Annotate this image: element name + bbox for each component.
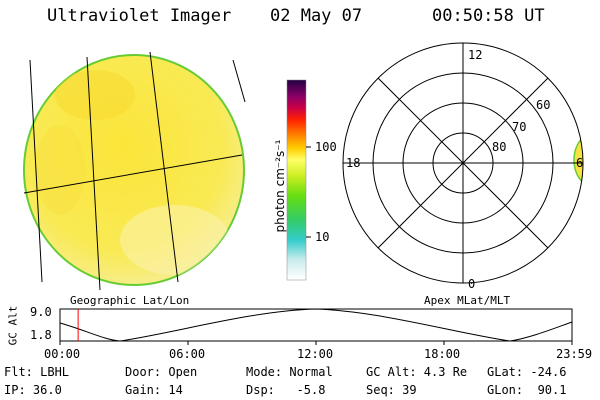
altitude-ticks — [59, 341, 573, 345]
mlt-label-6: 6 — [576, 156, 584, 170]
altitude-axis-label: GC Alt — [6, 305, 20, 346]
disk-texture — [35, 70, 230, 275]
date-label: 02 May 07 — [270, 6, 363, 26]
altitude-tick-9: 9.0 — [30, 305, 52, 319]
time-tick-0000: 00:00 — [44, 347, 81, 361]
time-tick-1800: 18:00 — [424, 347, 461, 361]
status-door: Door: Open — [125, 365, 198, 379]
status-dsp: Dsp: -5.8 — [246, 383, 326, 397]
colorbar-tick-10: 10 — [315, 230, 330, 244]
status-ip: IP: 36.0 — [4, 383, 62, 397]
mlt-label-12: 12 — [468, 48, 483, 62]
apex-panel-label: Apex MLat/MLT — [424, 294, 511, 307]
status-mode: Mode: Normal — [246, 365, 333, 379]
polar-image-sliver — [573, 131, 583, 189]
colorbar — [286, 79, 307, 281]
instrument-title: Ultraviolet Imager — [47, 6, 232, 26]
colorbar-tick-100: 100 — [315, 140, 337, 154]
status-seq: Seq: 39 — [366, 383, 417, 397]
geographic-image — [23, 51, 246, 291]
altitude-tick-1-8: 1.8 — [30, 328, 52, 342]
status-gain: Gain: 14 — [125, 383, 183, 397]
time-label: 00:50:58 UT — [432, 6, 545, 26]
polar-plot — [342, 42, 584, 284]
mlt-label-0: 0 — [468, 277, 476, 291]
time-tick-0600: 06:00 — [169, 347, 206, 361]
status-gc-alt: GC Alt: 4.3 Re — [366, 365, 468, 379]
colorbar-unit-label: photon cm⁻²s⁻¹ — [273, 139, 287, 233]
mlt-label-18: 18 — [346, 156, 361, 170]
geographic-panel-label: Geographic Lat/Lon — [70, 294, 190, 307]
mlat-label-70: 70 — [512, 120, 527, 134]
altitude-curve — [59, 308, 573, 342]
status-glat: GLat: -24.6 — [487, 365, 567, 379]
altitude-frame — [59, 308, 573, 342]
time-tick-2359: 23:59 — [556, 347, 593, 361]
mlat-label-80: 80 — [492, 140, 507, 154]
latlon-grid — [23, 51, 246, 291]
time-tick-1200: 12:00 — [297, 347, 334, 361]
mlat-label-60: 60 — [536, 98, 551, 112]
status-glon: GLon: 90.1 — [487, 383, 567, 397]
status-flt: Flt: LBHL — [4, 365, 70, 379]
altitude-plot — [59, 308, 573, 345]
colorbar-ticks — [306, 146, 311, 238]
